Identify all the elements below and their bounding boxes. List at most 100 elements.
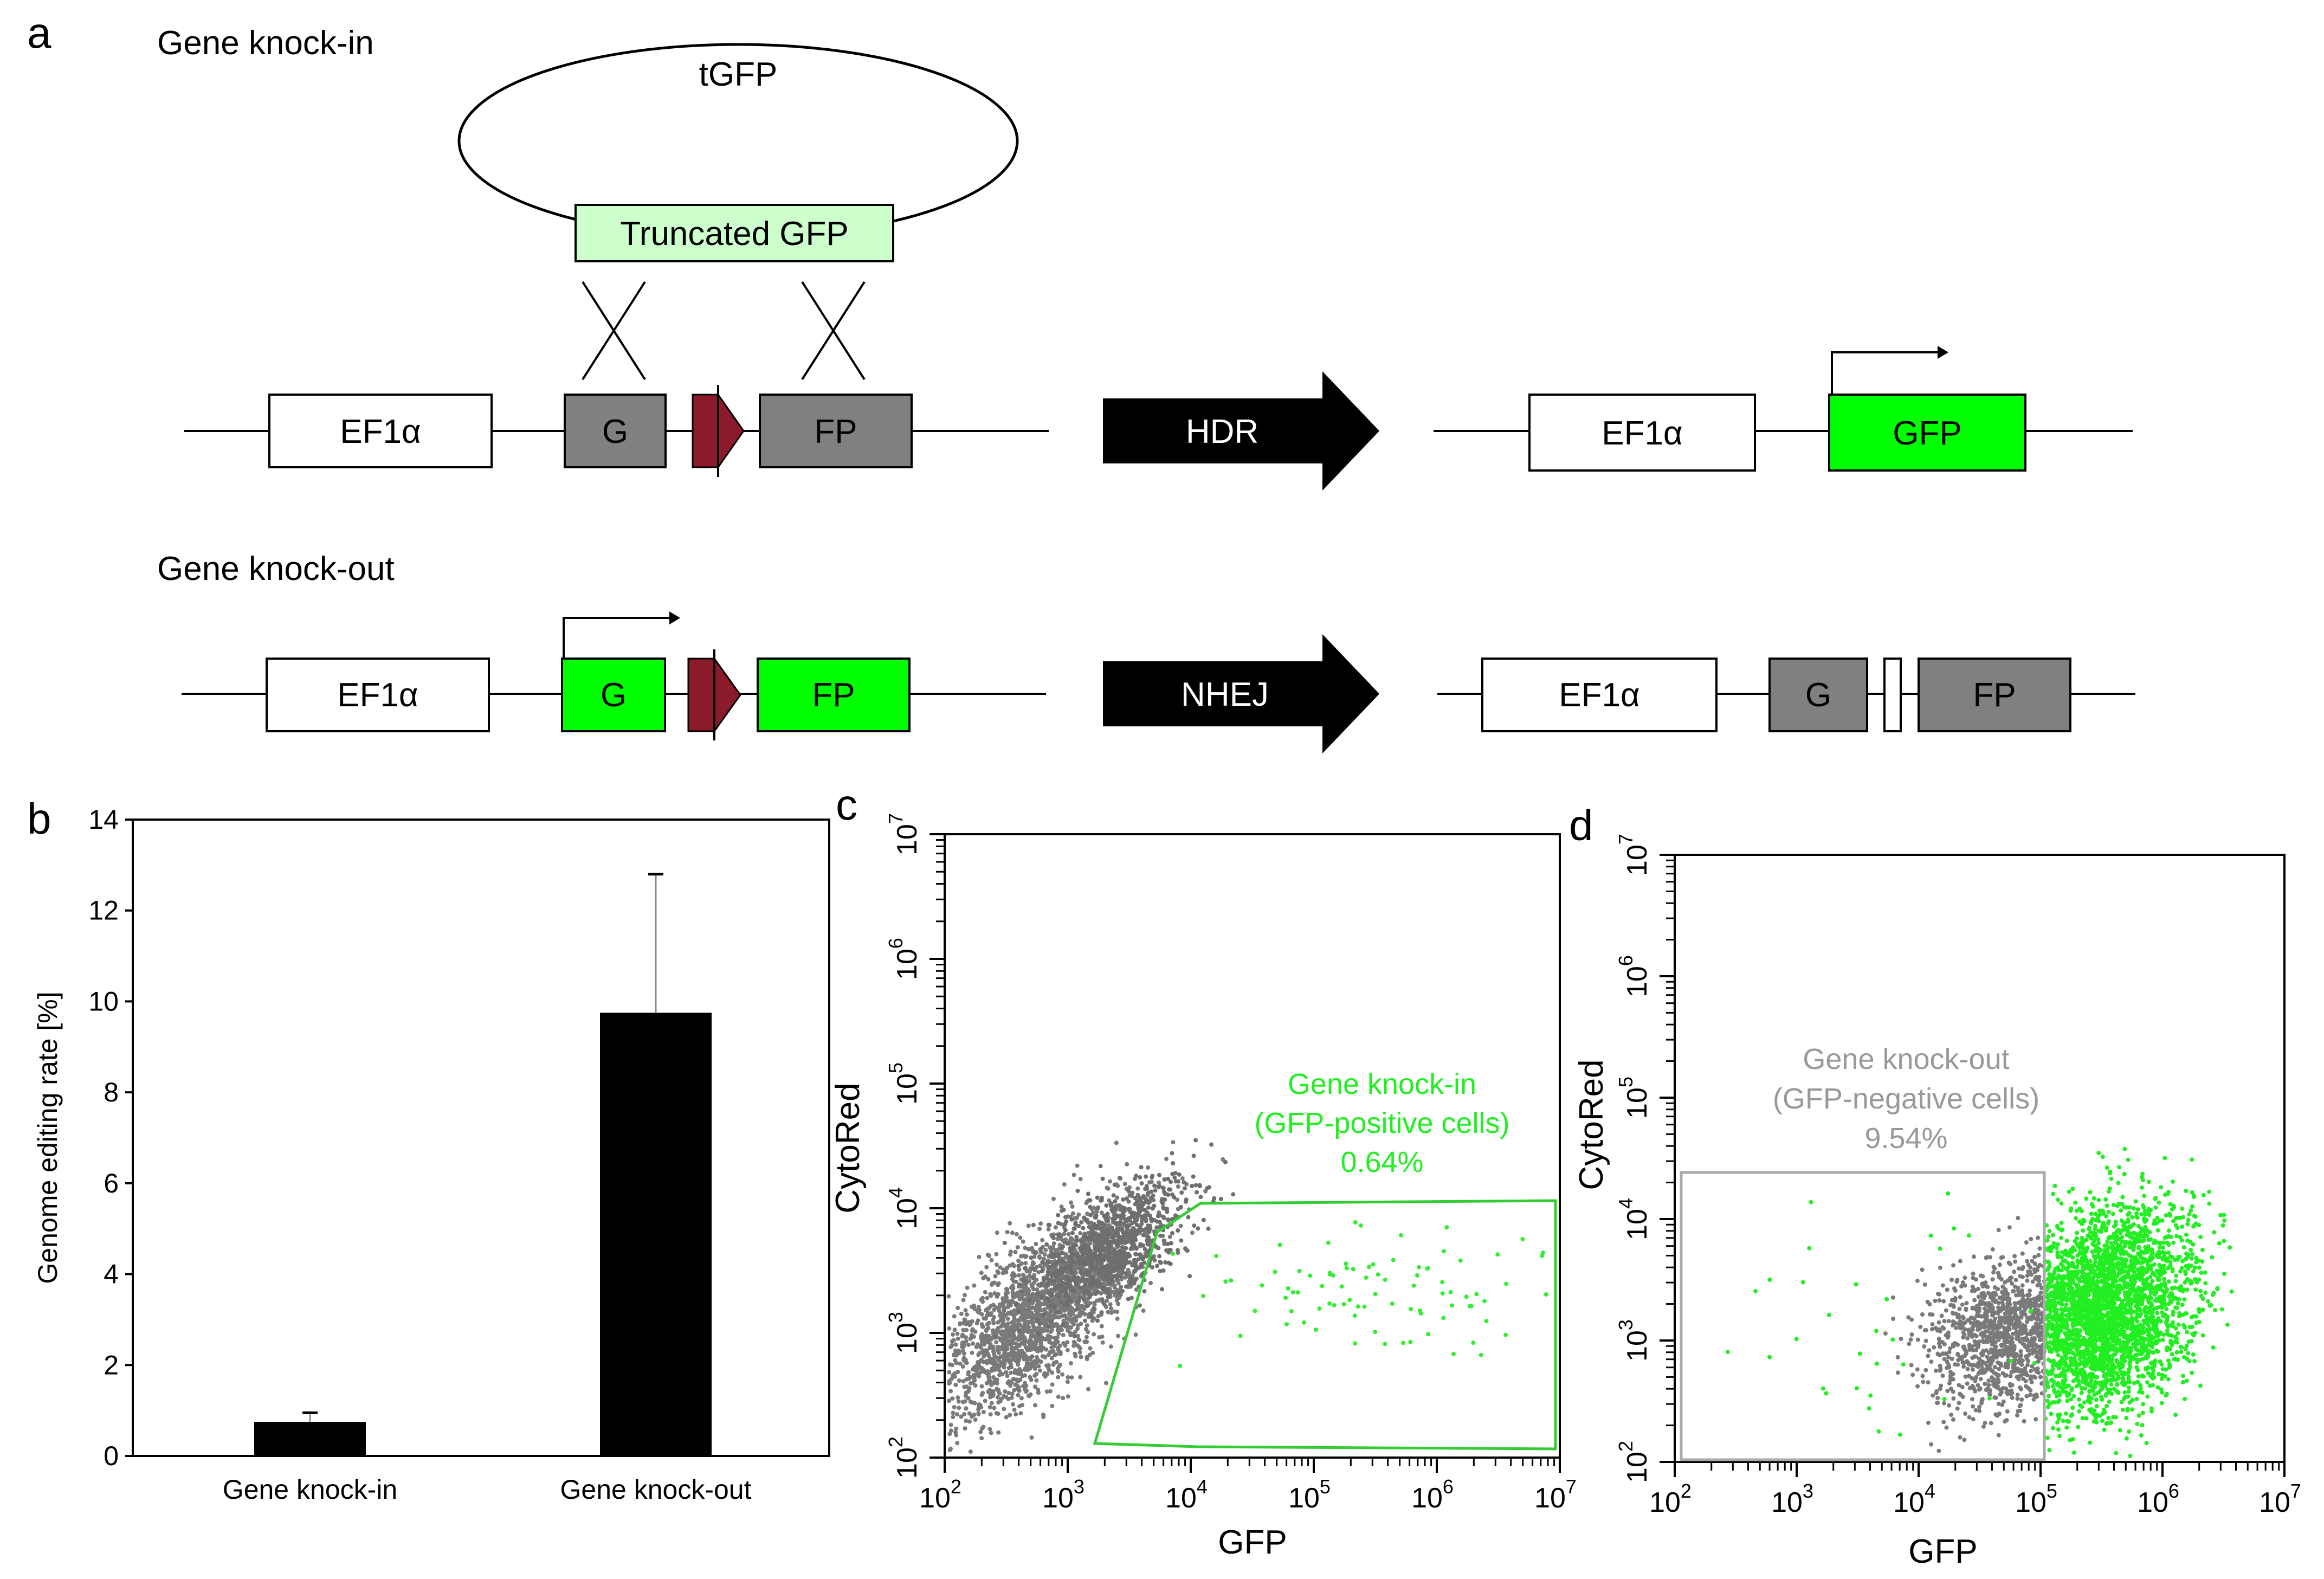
flow-d-event-dot: [1944, 1308, 1948, 1313]
flow-d-event-dot: [2207, 1201, 2212, 1206]
flow-c-event-dot: [1064, 1265, 1069, 1269]
flow-c-event-dot: [1440, 1291, 1445, 1296]
flow-d-event-dot: [1997, 1367, 2002, 1371]
flow-d-event-dot: [1956, 1312, 1961, 1317]
flow-d-event-dot: [2019, 1311, 2024, 1316]
flow-c-event-dot: [1088, 1346, 1093, 1351]
flow-c-event-dot: [951, 1373, 955, 1378]
flow-c-event-dot: [1050, 1246, 1055, 1251]
flow-d-event-dot: [1936, 1337, 1941, 1342]
flow-c-event-dot: [1352, 1313, 1357, 1318]
flow-d-event-dot: [1993, 1344, 1998, 1349]
flow-c-event-dot: [1149, 1189, 1153, 1194]
flow-d-event-dot: [1984, 1255, 1989, 1260]
flow-d-event-dot: [1910, 1372, 1915, 1377]
flow-d-event-dot: [2012, 1254, 2017, 1259]
flow-c-event-dot: [1144, 1184, 1149, 1189]
flow-d-event-dot: [1959, 1284, 1964, 1288]
flow-c-event-dot: [973, 1417, 978, 1422]
flow-d-event-dot: [2173, 1413, 2178, 1417]
flow-c-event-dot: [1081, 1311, 1086, 1316]
flow-c-event-dot: [1001, 1267, 1006, 1272]
flow-d-event-dot: [2126, 1385, 2131, 1390]
flow-c-event-dot: [1014, 1232, 1019, 1236]
flow-d-event-dot: [2189, 1208, 2193, 1213]
flow-c-event-dot: [1084, 1357, 1089, 1362]
flow-d-event-dot: [1941, 1420, 1946, 1425]
flow-c-event-dot: [1030, 1354, 1035, 1359]
flow-c-event-dot: [983, 1398, 987, 1403]
flow-c-event-dot: [1024, 1280, 1029, 1285]
flow-c-y-tick-label: 102: [885, 1436, 923, 1479]
flow-c-event-dot: [956, 1395, 960, 1400]
flow-c-event-dot: [1168, 1261, 1173, 1266]
flow-c-event-dot: [1040, 1269, 1044, 1274]
flow-d-event-dot: [2013, 1278, 2018, 1282]
flow-c-event-dot: [1353, 1341, 1358, 1346]
flow-c-event-dot: [1401, 1340, 1406, 1345]
flow-c-event-dot: [967, 1419, 972, 1424]
flow-d-event-dot: [2038, 1375, 2043, 1380]
flow-c-event-dot: [1458, 1258, 1463, 1263]
flow-c-event-dot: [1364, 1275, 1368, 1280]
flow-c-event-dot: [1115, 1243, 1120, 1248]
flow-c-event-dot: [1178, 1363, 1183, 1368]
flow-c-event-dot: [1101, 1245, 1106, 1250]
flow-c-event-dot: [1001, 1301, 1006, 1306]
flow-c-event-dot: [1100, 1234, 1105, 1239]
flow-c-event-dot: [979, 1384, 984, 1389]
flow-c-event-dot: [1086, 1387, 1091, 1391]
flow-c-event-dot: [1038, 1221, 1043, 1226]
flow-d-event-dot: [2006, 1332, 2010, 1337]
flow-d-event-dot: [1963, 1327, 1967, 1332]
flow-c-event-dot: [953, 1348, 958, 1353]
knockout-result-fp-label: FP: [1973, 676, 2016, 714]
flow-d-event-dot: [2031, 1375, 2036, 1380]
flow-c-event-dot: [1023, 1366, 1028, 1371]
flow-c-event-dot: [1136, 1213, 1141, 1218]
flow-c-event-dot: [1164, 1157, 1169, 1161]
flow-c-event-dot: [995, 1262, 999, 1267]
flow-c-event-dot: [1099, 1310, 1104, 1315]
flow-d-event-dot: [2155, 1349, 2160, 1354]
flow-d-event-dot: [1996, 1360, 2000, 1365]
flow-d-event-dot: [1986, 1305, 1991, 1310]
flow-d-event-dot: [1946, 1355, 1951, 1360]
flow-c-event-dot: [1053, 1336, 1057, 1340]
flow-c-x-tick-label: 107: [1534, 1475, 1577, 1514]
flow-c-event-dot: [1099, 1259, 1103, 1264]
flow-c-event-dot: [1076, 1300, 1081, 1305]
flow-c-event-dot: [1142, 1289, 1147, 1293]
flow-c-event-dot: [1092, 1307, 1097, 1311]
flow-c-event-dot: [1075, 1326, 1080, 1331]
flow-d-event-dot: [1920, 1312, 1925, 1317]
flow-d-event-dot: [2020, 1251, 2025, 1256]
flow-c-event-dot: [1084, 1323, 1089, 1328]
flow-d-event-dot: [2049, 1412, 2054, 1416]
flow-c-event-dot: [1367, 1265, 1371, 1269]
flow-d-event-dot: [2038, 1344, 2043, 1349]
flow-d-event-dot: [2036, 1313, 2041, 1318]
flow-d-event-dot: [1915, 1384, 1920, 1389]
flow-c-event-dot: [1448, 1290, 1453, 1294]
flow-c-event-dot: [1086, 1191, 1090, 1196]
y-tick-label: 0: [104, 1441, 119, 1471]
flow-d-event-dot: [1980, 1330, 1985, 1335]
flow-d-event-dot: [1967, 1345, 1972, 1350]
flow-c-event-dot: [982, 1316, 986, 1321]
flow-c-event-dot: [954, 1433, 959, 1438]
flow-c-event-dot: [1087, 1198, 1092, 1203]
bar-1: [600, 1013, 712, 1456]
flow-c-event-dot: [1355, 1304, 1360, 1309]
flow-d-event-dot: [2015, 1393, 2020, 1397]
flow-c-event-dot: [955, 1412, 959, 1417]
flow-c-event-dot: [1076, 1323, 1080, 1328]
flow-c-event-dot: [1083, 1327, 1088, 1332]
flow-d-event-dot: [1996, 1433, 2001, 1438]
flow-c-event-dot: [1007, 1340, 1012, 1345]
flow-c-event-dot: [1106, 1292, 1111, 1297]
flow-d-event-dot: [1942, 1401, 1946, 1406]
flow-d-event-dot: [2181, 1374, 2185, 1378]
